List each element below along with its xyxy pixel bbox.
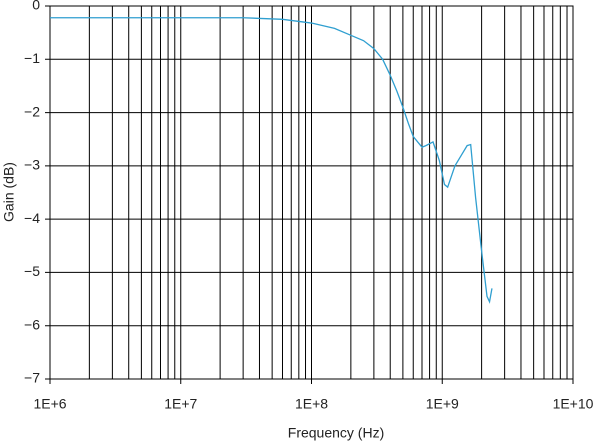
x-tick-label: 1E+10 — [553, 396, 593, 412]
y-tick-label: −6 — [24, 316, 40, 332]
y-tick-label: −4 — [24, 210, 40, 226]
x-tick-label: 1E+9 — [426, 396, 459, 412]
y-tick-label: 0 — [32, 0, 40, 13]
y-tick-label: −2 — [24, 103, 40, 119]
y-tick-label: −3 — [24, 157, 40, 173]
x-tick-label: 1E+6 — [33, 396, 66, 412]
y-axis-title: Gain (dB) — [1, 162, 17, 222]
x-tick-label: 1E+8 — [295, 396, 328, 412]
y-tick-label: −1 — [24, 50, 40, 66]
x-axis-title: Frequency (Hz) — [288, 425, 384, 441]
x-tick-label: 1E+7 — [164, 396, 197, 412]
y-tick-label: −5 — [24, 263, 40, 279]
data-line — [50, 17, 493, 304]
y-tick-label: −7 — [24, 370, 40, 386]
